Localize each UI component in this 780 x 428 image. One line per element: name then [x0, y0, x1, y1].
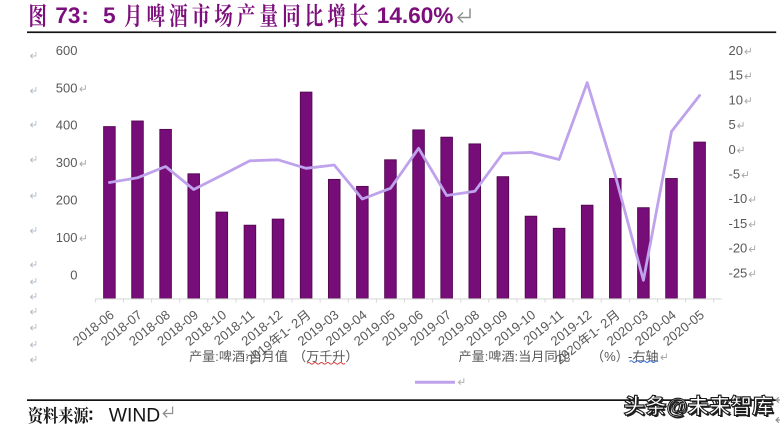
svg-text:500: 500: [56, 80, 78, 95]
svg-text:-20: -20: [729, 241, 748, 256]
svg-text:300: 300: [56, 155, 78, 170]
svg-text:10: 10: [729, 92, 743, 107]
svg-text:15: 15: [729, 68, 743, 83]
svg-text:-25: -25: [729, 265, 748, 280]
svg-text:200: 200: [56, 193, 78, 208]
svg-text:600: 600: [56, 43, 78, 58]
svg-text:-10: -10: [729, 191, 748, 206]
svg-text:-5: -5: [729, 167, 741, 182]
svg-text:WIND: WIND: [109, 405, 160, 426]
svg-text:-15: -15: [729, 216, 748, 231]
svg-text:400: 400: [56, 118, 78, 133]
svg-text:20: 20: [729, 43, 743, 58]
svg-text:5: 5: [729, 117, 736, 132]
svg-text:0: 0: [729, 142, 736, 157]
svg-text:0: 0: [70, 267, 77, 282]
svg-text:100: 100: [56, 230, 78, 245]
